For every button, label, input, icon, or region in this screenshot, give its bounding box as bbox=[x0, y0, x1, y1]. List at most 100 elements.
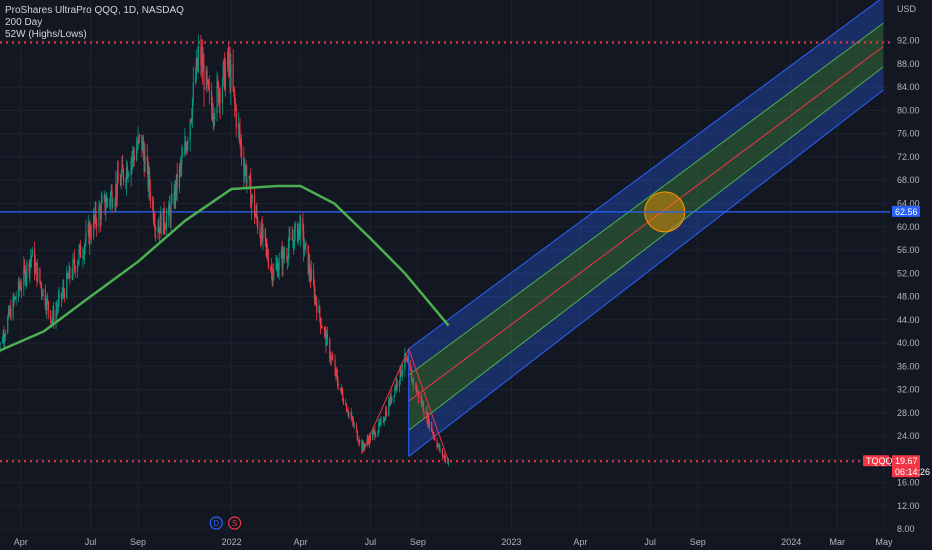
candle-body bbox=[95, 208, 97, 223]
candle-body bbox=[132, 150, 134, 159]
candle-body bbox=[407, 361, 409, 363]
candle-body bbox=[391, 396, 393, 402]
candle bbox=[262, 223, 264, 250]
candle-body bbox=[439, 448, 441, 451]
candle-body bbox=[185, 146, 187, 152]
candle-body bbox=[416, 391, 418, 393]
candle-body bbox=[320, 326, 322, 328]
candle bbox=[329, 337, 331, 363]
candle-body bbox=[374, 430, 376, 437]
candle bbox=[227, 43, 230, 78]
candle bbox=[420, 394, 422, 404]
candle-body bbox=[9, 308, 11, 315]
candle-body bbox=[438, 444, 440, 451]
candle bbox=[76, 259, 79, 279]
trend-lines[interactable] bbox=[361, 348, 450, 462]
candle bbox=[120, 169, 122, 190]
candle-body bbox=[401, 373, 403, 376]
candle bbox=[100, 191, 102, 226]
candle-body bbox=[359, 439, 361, 444]
price-tick-label: 88.00 bbox=[897, 59, 920, 69]
candle bbox=[148, 162, 150, 199]
candle-body bbox=[390, 394, 392, 402]
candle bbox=[431, 421, 433, 432]
price-badge-text: 62.56 bbox=[895, 207, 918, 217]
event-marker-label: D bbox=[213, 519, 219, 528]
candle bbox=[114, 196, 116, 212]
candle-body bbox=[316, 302, 318, 313]
candle-body bbox=[69, 267, 71, 278]
candle-body bbox=[7, 309, 10, 318]
candle bbox=[315, 294, 317, 307]
indicator-label-52w[interactable]: 52W (Highs/Lows) bbox=[5, 29, 87, 40]
symbol-title[interactable]: ProShares UltraPro QQQ, 1D, NASDAQ bbox=[5, 5, 184, 16]
candle bbox=[224, 52, 226, 92]
candle-body bbox=[92, 216, 95, 237]
candle bbox=[423, 409, 425, 420]
candle bbox=[340, 383, 342, 395]
candle bbox=[388, 397, 391, 407]
indicator-label-ma[interactable]: 200 Day bbox=[5, 17, 43, 28]
candle-body bbox=[176, 174, 178, 189]
candle-body bbox=[293, 230, 296, 248]
candle bbox=[228, 45, 230, 76]
candle bbox=[417, 386, 419, 395]
candle-body bbox=[409, 361, 411, 370]
candle-body bbox=[58, 292, 60, 299]
candle bbox=[198, 34, 200, 74]
candle bbox=[119, 174, 122, 187]
time-tick-label: 2024 bbox=[781, 537, 801, 547]
candle-body bbox=[122, 164, 124, 171]
candle-body bbox=[404, 353, 406, 370]
price-tick-label: 60.00 bbox=[897, 222, 920, 232]
candle-body bbox=[114, 200, 116, 207]
candle bbox=[63, 288, 66, 303]
candle-body bbox=[400, 366, 402, 376]
candle bbox=[412, 377, 414, 392]
candle bbox=[212, 103, 214, 131]
candle-body bbox=[332, 358, 334, 361]
candle-body bbox=[352, 421, 355, 426]
candle-body bbox=[115, 183, 118, 197]
candle-body bbox=[323, 328, 325, 331]
candle-body bbox=[20, 286, 23, 290]
candle bbox=[121, 156, 123, 177]
candle bbox=[127, 173, 129, 184]
candle bbox=[426, 405, 428, 425]
candle bbox=[299, 215, 301, 241]
candle-body bbox=[205, 70, 207, 90]
candle-body bbox=[196, 58, 198, 69]
candle-body bbox=[305, 243, 307, 245]
candle-body bbox=[297, 229, 299, 242]
candle-body bbox=[280, 251, 283, 259]
candle bbox=[428, 412, 430, 429]
candle bbox=[168, 200, 170, 228]
candle bbox=[14, 295, 16, 303]
candle-body bbox=[77, 260, 79, 264]
candle bbox=[276, 255, 278, 272]
candle bbox=[83, 249, 85, 260]
candle-body bbox=[421, 398, 423, 405]
candle bbox=[63, 278, 65, 300]
price-tick-label: 40.00 bbox=[897, 338, 920, 348]
candle-body bbox=[345, 404, 348, 412]
candle bbox=[352, 416, 355, 428]
chart-legend[interactable]: ProShares UltraPro QQQ, 1D, NASDAQ 200 D… bbox=[5, 5, 184, 41]
candle-body bbox=[53, 310, 55, 323]
candle-body bbox=[382, 419, 384, 422]
candle bbox=[283, 246, 286, 264]
candle bbox=[294, 221, 296, 241]
candle-body bbox=[417, 391, 419, 393]
candle-body bbox=[283, 256, 286, 257]
candle-body bbox=[83, 255, 85, 257]
candle-body bbox=[222, 65, 224, 86]
candle-body bbox=[119, 182, 122, 186]
time-axis[interactable]: Apr Jul Sep 2022 Apr Jul Sep 2023 Apr Jul Sep 2024 M… bbox=[14, 537, 893, 547]
candle-body bbox=[282, 249, 284, 268]
regression-channel[interactable] bbox=[408, 0, 884, 457]
candle-body bbox=[375, 435, 377, 437]
price-tick-label: 16.00 bbox=[897, 478, 920, 488]
